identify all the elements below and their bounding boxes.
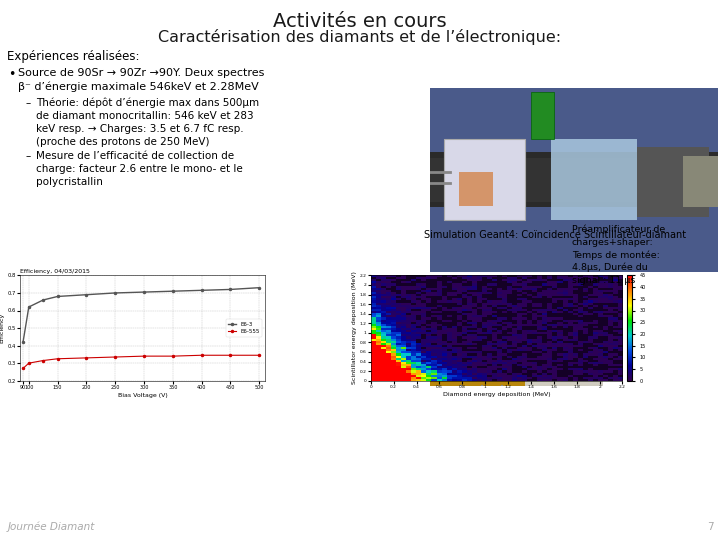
Text: 7: 7 (707, 522, 714, 532)
Legend: E6-3, E6-555: E6-3, E6-555 (225, 319, 262, 337)
Bar (430, 158, 718, 202)
E6-555 (255, 352, 264, 359)
Bar (551, 139, 637, 220)
Text: •: • (8, 68, 15, 81)
Text: Mesure de l’efficacité de collection de: Mesure de l’efficacité de collection de (36, 151, 234, 161)
E6-555 (226, 352, 235, 359)
Text: –: – (26, 151, 31, 161)
E6-3 (255, 285, 264, 291)
E6-3 (197, 287, 206, 294)
E6-3 (140, 289, 148, 295)
Bar (503, 300, 516, 313)
Text: Simulation Geant4: Coïncidence Scintillateur-diamant: Simulation Geant4: Coïncidence Scintilla… (424, 230, 686, 240)
Text: Activités en cours: Activités en cours (273, 12, 447, 31)
Bar (683, 156, 718, 207)
X-axis label: Diamond energy deposition (MeV): Diamond energy deposition (MeV) (443, 392, 551, 397)
E6-555 (19, 365, 27, 372)
E6-3 (111, 289, 120, 296)
Bar (444, 289, 521, 319)
Text: Efficiency, 04/03/2015: Efficiency, 04/03/2015 (20, 268, 90, 274)
E6-3 (19, 339, 27, 346)
E6-3 (53, 293, 62, 300)
Text: Préamplificateur de
charges+shaper:
Temps de montée:
4.8μs, Durée du
signal : 11: Préamplificateur de charges+shaper: Temp… (572, 225, 665, 285)
Bar (430, 152, 718, 207)
Y-axis label: Efficiency: Efficiency (0, 313, 5, 343)
Polygon shape (531, 92, 554, 139)
Text: Théorie: dépôt d’énergie max dans 500μm: Théorie: dépôt d’énergie max dans 500μm (36, 98, 259, 109)
Line: E6-555: E6-555 (22, 354, 260, 369)
Text: –: – (26, 98, 31, 108)
Y-axis label: Scintillator energy deposition (MeV): Scintillator energy deposition (MeV) (352, 272, 357, 384)
X-axis label: Bias Voltage (V): Bias Voltage (V) (117, 393, 168, 397)
Bar (430, 338, 525, 386)
Text: (proche des protons de 250 MeV): (proche des protons de 250 MeV) (36, 137, 210, 147)
E6-555 (197, 352, 206, 359)
E6-3 (226, 286, 235, 293)
Text: keV resp. → Charges: 3.5 et 6.7 fC resp.: keV resp. → Charges: 3.5 et 6.7 fC resp. (36, 124, 243, 134)
E6-555 (111, 354, 120, 360)
E6-3 (39, 296, 48, 303)
Text: Journée Diamant: Journée Diamant (8, 522, 95, 532)
Text: Source de 90Sr → 90Zr →90Y. Deux spectres: Source de 90Sr → 90Zr →90Y. Deux spectre… (18, 68, 264, 78)
Bar (430, 319, 525, 386)
Text: polycristallin: polycristallin (36, 177, 103, 187)
Bar (637, 147, 709, 217)
Bar (459, 172, 493, 206)
E6-555 (39, 357, 48, 364)
Text: Caractérisation des diamants et de l’électronique:: Caractérisation des diamants et de l’éle… (158, 29, 562, 45)
Bar (440, 303, 513, 341)
E6-555 (140, 353, 148, 360)
E6-555 (168, 353, 177, 360)
Text: charge: facteur 2.6 entre le mono- et le: charge: facteur 2.6 entre le mono- et le (36, 164, 243, 174)
Bar (444, 139, 525, 220)
Text: β⁻ d’énergie maximale 546keV et 2.28MeV: β⁻ d’énergie maximale 546keV et 2.28MeV (18, 82, 258, 92)
Line: E6-3: E6-3 (22, 287, 260, 343)
Bar (451, 295, 503, 317)
E6-555 (53, 355, 62, 362)
E6-3 (24, 303, 33, 310)
E6-3 (168, 288, 177, 294)
E6-3 (82, 292, 91, 298)
E6-555 (82, 355, 91, 361)
E6-555 (24, 360, 33, 366)
Text: de diamant monocritallin: 546 keV et 283: de diamant monocritallin: 546 keV et 283 (36, 111, 253, 121)
Text: Expériences réalisées:: Expériences réalisées: (7, 50, 140, 63)
